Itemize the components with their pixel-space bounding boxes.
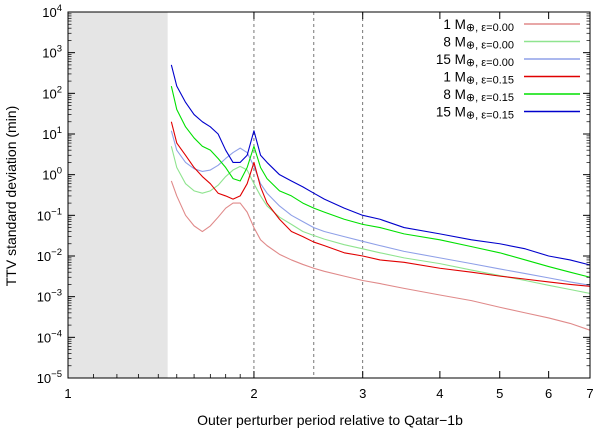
excluded-region — [68, 12, 168, 378]
y-tick-label: 10−3 — [37, 288, 62, 305]
x-tick-label: 6 — [545, 386, 552, 401]
x-tick-label: 2 — [250, 386, 257, 401]
reference-lines-layer — [253, 12, 364, 378]
legend-label: 1 M⊕, ε=0.00 — [443, 17, 514, 34]
y-tick-label: 103 — [42, 44, 62, 61]
series-line-4 — [170, 121, 591, 287]
x-tick-label: 4 — [436, 386, 443, 401]
x-tick-label: 1 — [64, 386, 71, 401]
y-tick-label: 101 — [42, 125, 62, 142]
y-tick-label: 102 — [42, 84, 62, 101]
legend-label: 8 M⊕, ε=0.00 — [443, 35, 514, 52]
series-line-3 — [170, 130, 591, 286]
x-tick-label: 3 — [359, 386, 366, 401]
x-axis-label: Outer perturber period relative to Qatar… — [197, 412, 463, 428]
plot-frame — [67, 11, 591, 379]
y-axis-label: TTV standard deviation (min) — [3, 106, 19, 287]
legend-label: 15 M⊕, ε=0.15 — [436, 105, 514, 122]
y-tick-label: 100 — [42, 166, 62, 183]
series-line-2 — [170, 146, 591, 294]
series-line-1 — [170, 180, 591, 331]
legend-label: 8 M⊕, ε=0.15 — [443, 87, 514, 104]
y-tick-label: 104 — [42, 3, 62, 20]
plot-frame-layer — [67, 11, 591, 379]
series-line-5 — [170, 86, 591, 278]
y-tick-label: 10−4 — [37, 328, 62, 345]
y-tick-label: 10−1 — [37, 206, 62, 223]
series-line-6 — [170, 64, 591, 266]
x-tick-label: 7 — [586, 386, 593, 401]
x-tick-label: 5 — [496, 386, 503, 401]
y-tick-label: 10−5 — [37, 369, 62, 386]
legend-label: 15 M⊕, ε=0.00 — [436, 52, 514, 69]
series-layer — [170, 64, 591, 331]
plot-background-layer — [68, 12, 168, 378]
y-tick-label: 10−2 — [37, 247, 62, 264]
ticks-layer: 1 2 3 4 5 6 7 10−5 10−4 10−3 10−2 10−1 100 101 102 103 1… — [37, 3, 594, 401]
legend-label: 1 M⊕, ε=0.15 — [443, 70, 514, 87]
